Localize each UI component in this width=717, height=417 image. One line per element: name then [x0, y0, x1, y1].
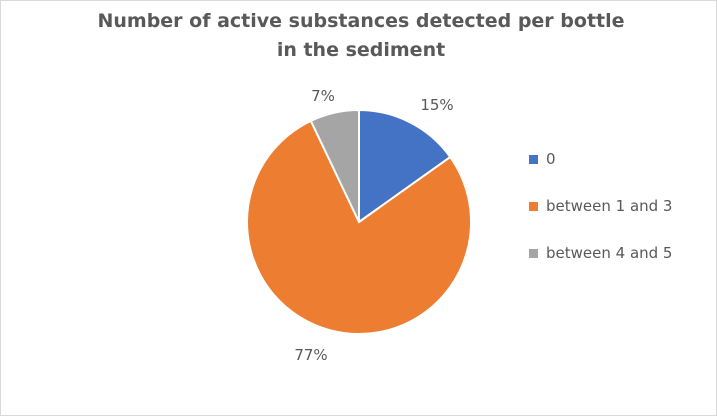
- legend: 0 between 1 and 3 between 4 and 5: [529, 147, 672, 288]
- legend-swatch: [529, 201, 538, 211]
- data-label-2: 7%: [311, 87, 335, 105]
- legend-swatch: [529, 154, 538, 164]
- pie-slice-0: [358, 108, 452, 224]
- legend-item: between 4 and 5: [529, 241, 672, 265]
- legend-label: 0: [546, 150, 556, 168]
- legend-label: between 1 and 3: [546, 197, 673, 215]
- data-label-0: 15%: [420, 96, 453, 114]
- data-label-1: 77%: [294, 346, 327, 364]
- legend-label: between 4 and 5: [546, 244, 673, 262]
- pie-slice-2: [309, 108, 360, 223]
- legend-item: 0: [529, 147, 672, 171]
- legend-swatch: [529, 248, 538, 258]
- legend-item: between 1 and 3: [529, 194, 672, 218]
- pie-slice-1: [246, 119, 472, 335]
- chart-title: Number of active substances detected per…: [97, 10, 625, 61]
